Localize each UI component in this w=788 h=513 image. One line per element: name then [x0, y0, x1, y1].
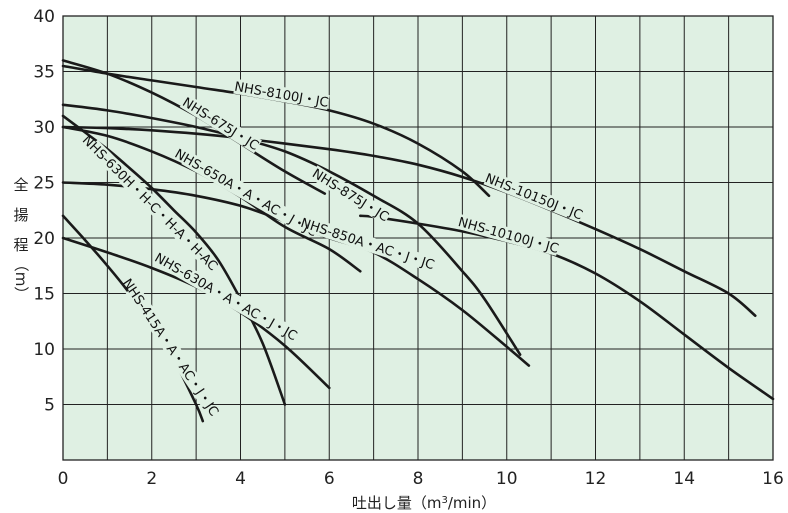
curve-label-backdrop	[233, 78, 330, 110]
curve-label-backdrop	[125, 284, 217, 410]
y-axis-title: 全 揚 程 （m）	[12, 176, 30, 301]
x-tick-label: 4	[235, 469, 246, 489]
y-tick-label: 25	[33, 174, 55, 194]
x-tick-label: 0	[58, 469, 69, 489]
x-tick-label: 6	[324, 469, 335, 489]
y-tick-label: 15	[33, 285, 55, 305]
x-tick-label: 16	[762, 469, 784, 489]
x-tick-label: 12	[585, 469, 607, 489]
curve-label-backdrop	[87, 139, 214, 267]
y-tick-label: 10	[33, 340, 55, 360]
curve-label-backdrop	[161, 254, 291, 339]
curve-label-backdrop	[309, 165, 392, 225]
x-axis-title-sup: 3	[441, 495, 447, 506]
y-tick-label: 5	[44, 396, 55, 416]
y-tick-label: 40	[33, 7, 55, 27]
y-axis-title-unit: （m）	[12, 257, 30, 302]
y-axis-title-char-1: 全	[13, 176, 28, 194]
y-tick-labels: 5 10 15 20 25 30 35 40	[33, 7, 55, 416]
curve-line	[61, 125, 757, 317]
x-tick-label: 8	[413, 469, 424, 489]
x-tick-label: 2	[146, 469, 157, 489]
x-tick-label: 10	[496, 469, 518, 489]
grid-lines	[62, 15, 774, 461]
curve-line	[61, 103, 522, 356]
y-tick-label: 35	[33, 63, 55, 83]
x-axis-title: 吐出し量（m3/min）	[352, 494, 496, 512]
curve-label-backdrop	[483, 170, 585, 223]
y-axis-title-char-2: 揚	[13, 206, 28, 224]
x-axis-title-main: 吐出し量（m	[352, 494, 442, 512]
x-tick-labels: 0 2 4 6 8 10 12 14 16	[58, 469, 784, 489]
curve-label-backdrop	[179, 94, 262, 154]
y-tick-label: 20	[33, 229, 55, 249]
y-axis-title-char-3: 程	[13, 236, 28, 254]
curve-label-backdrop	[456, 214, 561, 256]
curve-label-backdrop	[305, 217, 430, 271]
x-tick-label: 14	[673, 469, 695, 489]
curve-label-backdrop	[181, 151, 311, 235]
y-tick-label: 30	[33, 118, 55, 138]
x-axis-title-tail: /min）	[448, 494, 496, 512]
